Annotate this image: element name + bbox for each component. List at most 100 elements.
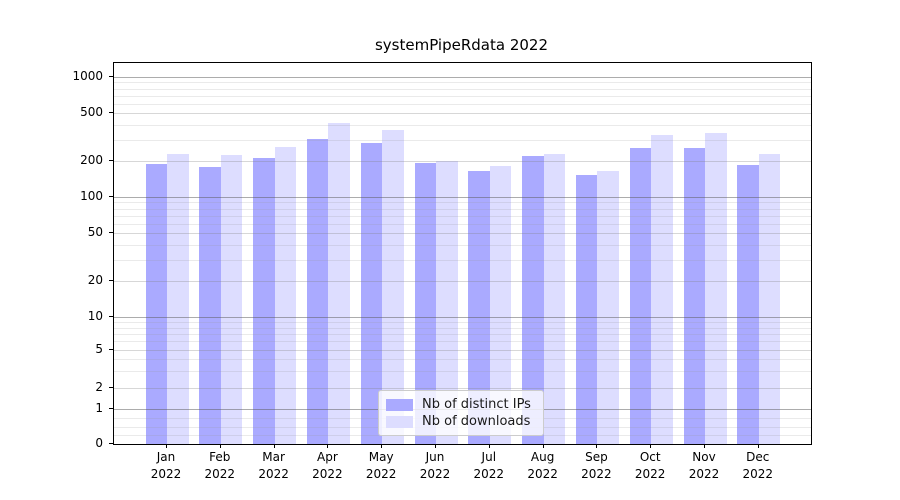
x-tick-mark (650, 444, 652, 448)
x-tick-mark (327, 444, 329, 448)
bar (468, 170, 490, 444)
x-tick-mark (488, 444, 490, 448)
gridline-minor (114, 208, 811, 210)
gridline-mid (114, 233, 811, 235)
y-tick-mark (109, 196, 113, 197)
legend-swatch-distinct-ips (386, 398, 413, 411)
y-tick-label: 50 (87, 225, 103, 240)
x-tick-label: Jul 2022 (473, 450, 505, 481)
y-tick-label: 20 (87, 272, 103, 287)
y-tick-label: 1000 (72, 69, 103, 83)
bar (683, 148, 705, 444)
bar (522, 156, 544, 444)
x-tick-label: Jan 2022 (150, 450, 182, 481)
gridline-mid (114, 280, 811, 282)
x-tick-mark (542, 444, 544, 448)
bar (758, 154, 781, 444)
x-tick-mark (757, 444, 759, 448)
legend-swatch-downloads (386, 415, 413, 428)
x-tick-label: Dec 2022 (742, 450, 774, 481)
x-tick-label: May 2022 (365, 450, 397, 481)
x-tick-mark (704, 444, 705, 448)
x-tick-label: Sep 2022 (581, 450, 612, 481)
gridline-minor (114, 359, 811, 361)
y-tick-label: 2 (95, 380, 103, 394)
y-tick-label: 5 (95, 342, 103, 356)
gridline-minor (114, 95, 811, 97)
bar (220, 155, 243, 444)
gridline-minor (114, 322, 811, 323)
bar (199, 166, 221, 444)
y-tick-label: 100 (80, 189, 103, 203)
gridline-minor (114, 215, 811, 217)
y-tick-mark (109, 408, 113, 409)
bar (597, 170, 619, 444)
gridline-minor (114, 371, 811, 373)
y-tick-label: 0 (95, 436, 103, 450)
x-tick-mark (166, 444, 167, 448)
bar (543, 154, 566, 444)
gridline-minor (114, 327, 811, 329)
bar (360, 142, 383, 444)
gridline-mid (114, 350, 811, 351)
gridline-minor (114, 223, 811, 225)
legend-label-distinct-ips: Nb of distinct IPs (422, 397, 531, 412)
bar (306, 138, 329, 444)
y-tick-mark (109, 76, 113, 77)
legend-item-distinct-ips: Nb of distinct IPs (386, 396, 535, 413)
gridline-minor (114, 139, 811, 141)
bar (629, 148, 652, 444)
bar (167, 153, 189, 444)
x-tick-mark (273, 444, 275, 448)
bar (705, 133, 727, 444)
x-tick-label: Aug 2022 (527, 450, 558, 481)
x-tick-label: Nov 2022 (688, 450, 720, 481)
x-tick-mark (219, 444, 221, 448)
y-tick-mark (109, 316, 113, 317)
y-tick-label: 500 (80, 105, 103, 120)
gridline-mid (114, 113, 811, 115)
x-tick-label: Apr 2022 (312, 450, 343, 481)
bar (414, 163, 436, 444)
gridline-minor (114, 259, 811, 261)
x-tick-label: Oct 2022 (634, 450, 666, 481)
y-tick-mark (109, 232, 113, 234)
y-tick-mark (109, 159, 113, 161)
x-tick-label: Feb 2022 (204, 450, 236, 481)
bar (575, 175, 598, 444)
bar (274, 147, 297, 444)
bar (328, 123, 350, 444)
bar (737, 164, 759, 444)
chart-title: systemPipeRdata 2022 (374, 36, 548, 54)
bar (651, 134, 673, 444)
gridline-minor (114, 88, 811, 90)
gridline-mid (114, 388, 811, 389)
x-tick-mark (596, 444, 598, 448)
y-tick-label: 1 (95, 401, 103, 415)
gridline-major (114, 317, 811, 318)
gridline-minor (114, 341, 811, 343)
gridline-major (114, 77, 811, 78)
x-tick-mark (435, 444, 436, 448)
y-tick-mark (109, 387, 113, 388)
legend-item-downloads: Nb of downloads (386, 413, 535, 430)
gridline-minor (114, 244, 811, 246)
y-tick-label: 200 (80, 152, 103, 167)
x-tick-mark (381, 444, 383, 448)
bar (489, 165, 512, 444)
y-tick-mark (109, 349, 113, 350)
gridline-mid (114, 160, 811, 162)
gridline-major (114, 197, 811, 198)
y-tick-mark (109, 112, 113, 114)
gridline-minor (114, 82, 811, 84)
gridline-minor (114, 103, 811, 105)
gridline-minor (114, 202, 811, 204)
y-tick-mark (109, 443, 113, 444)
gridline-minor (114, 124, 811, 126)
plot-area (113, 62, 812, 445)
bar (145, 163, 167, 444)
gridline-minor (114, 334, 811, 335)
bar (436, 160, 458, 444)
x-tick-label: Mar 2022 (258, 450, 289, 481)
